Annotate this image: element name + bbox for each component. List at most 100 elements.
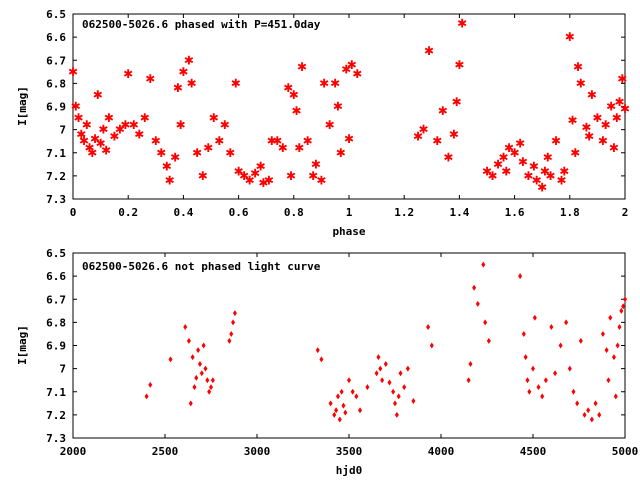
data-point xyxy=(611,354,616,361)
data-point xyxy=(558,342,563,349)
data-point: ✱ xyxy=(256,160,266,174)
data-point: ✱ xyxy=(336,146,346,160)
data-point xyxy=(396,393,401,400)
x-ticks: 2000 2500 3000 3500 4000 4500 5000 xyxy=(60,253,638,458)
data-point: ✱ xyxy=(501,164,511,178)
x-tick-label: 0.2 xyxy=(118,206,138,219)
data-point: ✱ xyxy=(120,118,130,132)
data-point: ✱ xyxy=(487,169,497,183)
data-point xyxy=(194,374,199,381)
data-point: ✱ xyxy=(418,123,428,137)
data-point: ✱ xyxy=(82,118,92,132)
data-point xyxy=(483,319,488,326)
x-axis-label: phase xyxy=(332,225,365,238)
data-point xyxy=(604,347,609,354)
y-ticks: 6.5 6.6 6.7 6.8 6.9 7 7.1 7.2 7.3 xyxy=(46,8,625,206)
data-point xyxy=(518,273,523,280)
data-point: ✱ xyxy=(581,120,591,134)
data-point: ✱ xyxy=(87,146,97,160)
data-point: ✱ xyxy=(424,44,434,58)
data-point: ✱ xyxy=(545,169,555,183)
data-point xyxy=(540,393,545,400)
y-tick-label: 6.7 xyxy=(46,54,66,67)
data-point xyxy=(523,354,528,361)
data-point xyxy=(615,342,620,349)
plot-frame xyxy=(72,252,626,439)
data-point xyxy=(205,377,210,384)
x-tick-label: 0.8 xyxy=(284,206,304,219)
data-point: ✱ xyxy=(303,134,313,148)
data-point xyxy=(426,324,431,330)
y-tick-label: 6.8 xyxy=(46,316,66,329)
data-point: ✱ xyxy=(109,130,119,144)
data-point: ✱ xyxy=(198,169,208,183)
data-point: ✱ xyxy=(515,137,525,151)
data-point xyxy=(332,411,337,418)
data-point: ✱ xyxy=(576,76,586,90)
data-point: ✱ xyxy=(93,88,103,102)
data-point: ✱ xyxy=(344,132,354,146)
data-point: ✱ xyxy=(529,160,539,174)
data-point xyxy=(532,314,537,321)
data-point xyxy=(380,377,385,384)
data-point xyxy=(196,347,201,354)
x-tick-label: 0.4 xyxy=(173,206,193,219)
x-tick-label: 4000 xyxy=(428,445,455,458)
data-point xyxy=(350,388,355,395)
data-point: ✱ xyxy=(311,157,321,171)
data-point: ✱ xyxy=(85,141,95,155)
y-tick-label: 7.1 xyxy=(46,386,66,399)
data-point xyxy=(199,370,204,377)
data-point: ✱ xyxy=(286,169,296,183)
data-point: ✱ xyxy=(316,174,326,188)
data-point: ✱ xyxy=(151,134,161,148)
data-point: ✱ xyxy=(601,118,611,132)
data-point xyxy=(486,337,491,344)
data-point: ✱ xyxy=(614,95,624,109)
data-point xyxy=(391,388,396,395)
y-tick-label: 7.1 xyxy=(46,147,66,160)
data-point: ✱ xyxy=(278,141,288,155)
data-point: ✱ xyxy=(551,134,561,148)
data-point: ✱ xyxy=(225,146,235,160)
data-point xyxy=(606,377,611,384)
data-point: ✱ xyxy=(319,76,329,90)
data-point xyxy=(623,296,627,303)
data-point xyxy=(589,416,594,423)
data-point xyxy=(347,377,351,384)
x-tick-label: 2 xyxy=(622,206,629,219)
data-point xyxy=(229,330,234,337)
data-point: ✱ xyxy=(568,113,578,127)
data-point: ✱ xyxy=(245,174,255,188)
x-tick-label: 3000 xyxy=(244,445,271,458)
data-point: ✱ xyxy=(609,141,619,155)
data-point xyxy=(358,407,363,414)
x-tick-label: 1 xyxy=(346,206,353,219)
phased-light-curve-panel: 6.5 6.6 6.7 6.8 6.9 7 7.1 7.2 7.3 0 0.2 0.4 0.6 0.8 1… xyxy=(16,8,630,238)
x-tick-label: 1.2 xyxy=(394,206,414,219)
data-point: ✱ xyxy=(499,150,509,164)
y-tick-label: 6.5 xyxy=(46,8,66,21)
data-point xyxy=(521,330,526,337)
data-point: ✱ xyxy=(432,134,442,148)
data-point: ✱ xyxy=(559,164,569,178)
data-point: ✱ xyxy=(176,118,186,132)
data-point: ✱ xyxy=(272,134,282,148)
data-point: ✱ xyxy=(231,76,241,90)
data-point xyxy=(183,324,188,330)
x-tick-label: 2500 xyxy=(152,445,179,458)
data-point: ✱ xyxy=(587,88,597,102)
data-point xyxy=(621,303,626,310)
y-tick-label: 6.9 xyxy=(46,101,66,114)
data-point xyxy=(354,393,359,400)
data-point: ✱ xyxy=(101,143,111,157)
data-point xyxy=(468,361,473,367)
data-point xyxy=(405,365,410,372)
x-tick-label: 4500 xyxy=(520,445,547,458)
data-point xyxy=(192,384,197,391)
data-point: ✱ xyxy=(457,16,467,30)
data-point xyxy=(378,365,383,372)
data-point: ✱ xyxy=(115,123,125,137)
data-point xyxy=(335,393,340,400)
